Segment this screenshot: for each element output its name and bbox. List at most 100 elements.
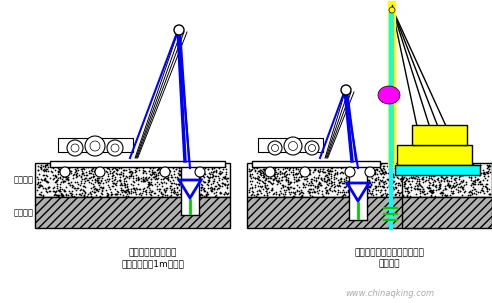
Point <box>216 191 224 196</box>
Point <box>295 174 303 179</box>
Point <box>385 167 393 171</box>
Point <box>287 179 295 184</box>
Point <box>59 166 66 171</box>
Point <box>174 176 182 181</box>
Point <box>325 177 333 182</box>
Point <box>390 187 398 192</box>
Point <box>287 190 295 195</box>
Point <box>308 162 315 167</box>
Point <box>263 192 271 197</box>
Point <box>279 185 287 189</box>
Point <box>391 192 399 197</box>
Point <box>279 165 287 170</box>
Point <box>51 179 59 184</box>
Point <box>301 172 308 177</box>
Point <box>405 171 413 176</box>
Point <box>101 178 109 182</box>
Point <box>446 193 454 198</box>
Point <box>392 184 400 189</box>
Point <box>305 180 313 185</box>
Point <box>277 186 285 191</box>
Point <box>433 171 441 175</box>
Point <box>142 163 150 168</box>
Point <box>37 166 45 171</box>
Point <box>462 171 470 176</box>
Point <box>283 172 291 177</box>
Point <box>122 174 130 178</box>
Point <box>345 168 353 172</box>
Point <box>93 186 101 191</box>
Point <box>201 180 209 185</box>
Point <box>409 172 417 177</box>
Point <box>196 176 204 181</box>
Point <box>154 167 162 171</box>
Point <box>184 176 192 181</box>
Point <box>57 162 64 167</box>
Point <box>486 164 492 169</box>
Point <box>67 191 75 196</box>
Point <box>407 184 415 189</box>
Point <box>347 163 355 168</box>
Point <box>163 175 171 180</box>
Point <box>273 173 280 178</box>
Point <box>355 178 363 183</box>
Point <box>378 170 386 175</box>
Point <box>331 171 339 175</box>
Point <box>206 171 214 176</box>
Point <box>139 174 147 179</box>
Point <box>77 174 85 179</box>
Point <box>479 184 487 188</box>
Point <box>484 164 492 169</box>
Point <box>471 174 479 179</box>
Point <box>159 164 167 169</box>
Point <box>64 175 72 179</box>
Point <box>49 166 57 171</box>
Point <box>325 180 333 185</box>
Point <box>178 168 186 173</box>
Point <box>301 184 309 189</box>
Point <box>191 189 199 194</box>
Point <box>174 165 182 170</box>
Point <box>264 186 272 191</box>
Point <box>356 171 364 176</box>
Point <box>196 191 204 196</box>
Point <box>109 180 117 185</box>
Point <box>316 167 324 171</box>
Point <box>79 166 87 171</box>
Point <box>287 170 295 175</box>
Point <box>104 165 112 170</box>
Point <box>316 182 324 187</box>
Point <box>172 167 180 171</box>
Point <box>317 177 325 182</box>
Point <box>211 193 218 198</box>
Point <box>285 167 293 171</box>
Point <box>179 175 186 180</box>
Point <box>373 175 381 179</box>
Bar <box>50 161 225 167</box>
Point <box>352 176 360 181</box>
Point <box>464 163 472 168</box>
Point <box>299 193 307 198</box>
Point <box>335 181 342 186</box>
Point <box>272 176 279 181</box>
Point <box>295 189 303 194</box>
Point <box>185 168 193 172</box>
Point <box>364 179 371 184</box>
Point <box>444 162 452 167</box>
Point <box>113 191 121 196</box>
Point <box>392 168 400 173</box>
Point <box>160 186 168 191</box>
Point <box>389 171 397 176</box>
Point <box>139 177 147 181</box>
Point <box>400 193 407 198</box>
Point <box>425 182 433 187</box>
Point <box>79 165 87 169</box>
Point <box>248 185 256 190</box>
Point <box>182 193 189 198</box>
Point <box>362 179 369 184</box>
Point <box>474 177 482 181</box>
Point <box>287 185 295 190</box>
Text: www.chinaqking.com: www.chinaqking.com <box>345 289 434 298</box>
Point <box>260 174 268 179</box>
Point <box>342 175 350 180</box>
